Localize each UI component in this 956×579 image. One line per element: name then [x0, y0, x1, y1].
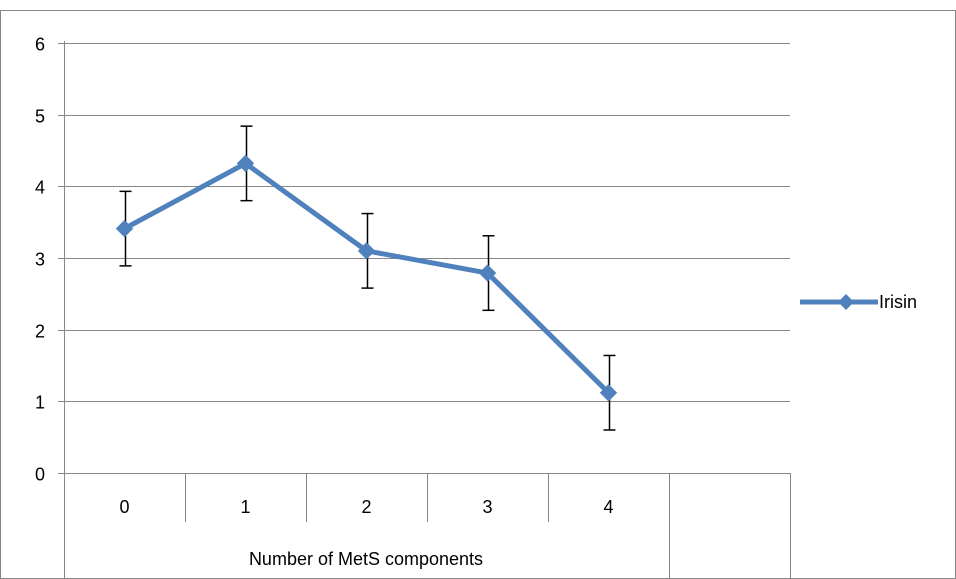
- legend: Irisin: [800, 292, 917, 312]
- x-category-label: 2: [361, 497, 371, 517]
- y-tick-label: 6: [35, 35, 45, 55]
- gridlines: [58, 43, 790, 402]
- x-category-label: 4: [603, 497, 613, 517]
- y-tick-label: 1: [35, 393, 45, 413]
- x-category-label: 1: [240, 497, 250, 517]
- series-irisin: [115, 154, 618, 402]
- x-category-label: 0: [119, 497, 129, 517]
- x-category-label: 3: [482, 497, 492, 517]
- y-tick-label: 0: [35, 465, 45, 485]
- y-axis-tick-labels: 0 1 2 3 4 5 6: [35, 35, 45, 485]
- y-tick-label: 5: [35, 107, 45, 127]
- data-point-marker: [478, 264, 497, 282]
- y-tick-label: 2: [35, 322, 45, 342]
- data-point-marker: [357, 242, 376, 260]
- data-point-marker: [236, 154, 255, 173]
- legend-label-irisin: Irisin: [879, 292, 917, 312]
- x-axis-category-labels: 0 1 2 3 4: [119, 497, 613, 517]
- y-tick-label: 4: [35, 178, 45, 198]
- axes: [58, 41, 791, 579]
- data-point-marker: [599, 384, 618, 402]
- legend-marker-irisin: [838, 294, 854, 310]
- x-axis-label: Number of MetS components: [249, 549, 483, 569]
- data-point-marker: [115, 219, 134, 238]
- y-tick-label: 3: [35, 250, 45, 270]
